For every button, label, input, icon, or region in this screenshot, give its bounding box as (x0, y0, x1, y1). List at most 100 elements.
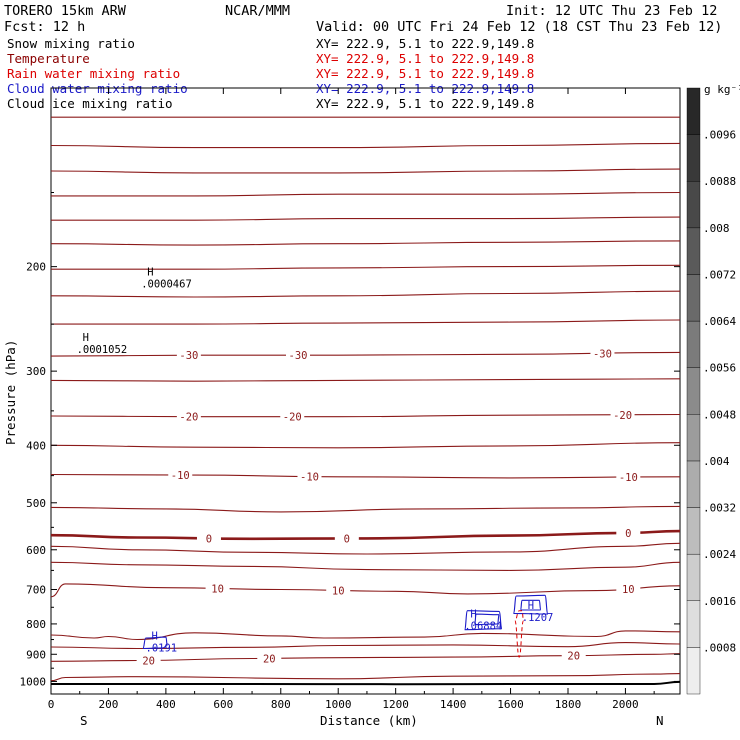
isotherm-label-bg (286, 348, 311, 362)
isotherm-label-bg (561, 648, 586, 662)
colorbar-swatch (686, 181, 701, 229)
colorbar-swatch (686, 460, 701, 508)
colorbar-swatch (686, 553, 701, 601)
colorbar-label: .0064 (703, 315, 736, 328)
x-tick-label: 1600 (497, 698, 524, 711)
colorbar-label: .0096 (703, 129, 736, 142)
isotherm-line (51, 290, 680, 298)
x-tick-label: 800 (271, 698, 291, 711)
isotherm-line (51, 583, 680, 598)
cloud-water-contour (464, 610, 503, 631)
cloud-water-contour (520, 599, 542, 611)
colorbar-label: .0024 (703, 548, 736, 561)
isotherm-label-bg (616, 581, 641, 595)
x-tick-label: 1000 (325, 698, 352, 711)
isotherm-label: -10 (171, 470, 190, 482)
x-tick-label: 1200 (382, 698, 409, 711)
isotherm-label: 20 (142, 655, 155, 667)
colorbar-label: .0048 (703, 408, 736, 421)
legend-cloud-ice-label: Cloud ice mixing ratio (7, 96, 173, 111)
isotherm-line (51, 378, 680, 382)
isotherm-label: -10 (619, 472, 638, 484)
forecast-hour: Fcst: 12 h (4, 19, 85, 35)
center-title: NCAR/MMM (225, 3, 290, 19)
y-tick-label: 300 (26, 365, 46, 378)
x-axis-title: Distance (km) (320, 713, 418, 728)
maximum-value: .0000467 (141, 279, 192, 291)
isotherm-label-bg (196, 531, 221, 545)
isotherm-line (51, 442, 680, 449)
isotherm-line (51, 630, 680, 641)
isotherm-line (51, 473, 680, 479)
y-tick-label: 1000 (20, 675, 47, 688)
colorbar-swatch (686, 320, 701, 368)
colorbar-label: .0056 (703, 362, 736, 375)
isotherm-label: -30 (289, 350, 308, 362)
isotherm-label-bg (616, 525, 641, 539)
colorbar-swatch (686, 134, 701, 182)
isotherm-label: 0 (206, 533, 212, 545)
cloud-water-contour (512, 594, 549, 615)
isotherm-label: 10 (211, 583, 224, 595)
x-tick-label: 0 (48, 698, 55, 711)
maximum-value: .0001052 (77, 344, 128, 356)
colorbar-swatch (686, 367, 701, 415)
y-tick-label: 800 (26, 618, 46, 631)
model-title: TORERO 15km ARW (4, 3, 127, 19)
isotherm-label-bg (176, 348, 201, 362)
y-tick-label: 200 (26, 261, 46, 274)
y-tick-label: 400 (26, 439, 46, 452)
isotherm-line (51, 168, 680, 174)
colorbar-label: .0032 (703, 502, 736, 515)
colorbar-label: .0072 (703, 268, 736, 281)
x-tick-label: 2000 (612, 698, 639, 711)
maximum-mark: H (528, 600, 534, 612)
isotherm-label-bg (168, 468, 193, 482)
isotherm-label-bg (610, 407, 635, 421)
isotherm-label-bg (280, 409, 305, 423)
colorbar-label: .0088 (703, 175, 736, 188)
valid-time: Valid: 00 UTC Fri 24 Feb 12 (18 CST Thu … (316, 19, 722, 35)
isotherm-label: -20 (613, 410, 632, 422)
surface-line (51, 680, 680, 686)
isotherm-label: 0 (344, 533, 350, 545)
isotherm-line (51, 351, 680, 357)
colorbar-swatch (686, 647, 701, 695)
colorbar-unit: g kg⁻¹ (704, 83, 740, 96)
isotherm-line (51, 413, 680, 418)
isotherm-label-bg (326, 583, 351, 597)
legend-snow-label: Snow mixing ratio (7, 36, 135, 51)
isotherm-label-bg (257, 651, 282, 665)
x-tick-label: 200 (99, 698, 119, 711)
cloud-water-contour (474, 613, 500, 626)
cloud-water-contour (142, 636, 168, 650)
legend-temperature-label: Temperature (7, 51, 90, 66)
maximum-mark: H (470, 608, 476, 620)
y-tick-label: 700 (26, 584, 46, 597)
colorbar: .0096 .0088 .008 .0072 .0064 .0056 .0048 .004 .0… (686, 87, 736, 695)
isotherm-line (51, 216, 680, 221)
isotherm-label: 20 (567, 651, 580, 663)
colorbar-swatch (686, 600, 701, 648)
maximum-mark: H (83, 332, 89, 344)
isotherm-line (51, 505, 680, 513)
isotherm-line (51, 561, 680, 571)
colorbar-swatch (686, 507, 701, 555)
x-tick-label: 400 (156, 698, 176, 711)
isotherm-line (51, 319, 680, 325)
isotherm-label: -30 (179, 350, 198, 362)
maximum-value: .0191 (146, 643, 178, 655)
colorbar-label: .008 (703, 222, 730, 235)
isotherm-line (51, 529, 680, 541)
x-tick-label: 600 (213, 698, 233, 711)
isotherm-label-bg (616, 470, 641, 484)
init-time: Init: 12 UTC Thu 23 Feb 12 (506, 3, 717, 19)
y-axis-title: Pressure (hPa) (3, 340, 18, 445)
isotherm-label-bg (297, 469, 322, 483)
colorbar-label: .0008 (703, 641, 736, 654)
colorbar-label: .0016 (703, 595, 736, 608)
x-tick-label: 1800 (555, 698, 582, 711)
y-tick-label: 900 (26, 648, 46, 661)
isotherm-label: -20 (283, 412, 302, 424)
isotherm-label-bg (205, 581, 230, 595)
